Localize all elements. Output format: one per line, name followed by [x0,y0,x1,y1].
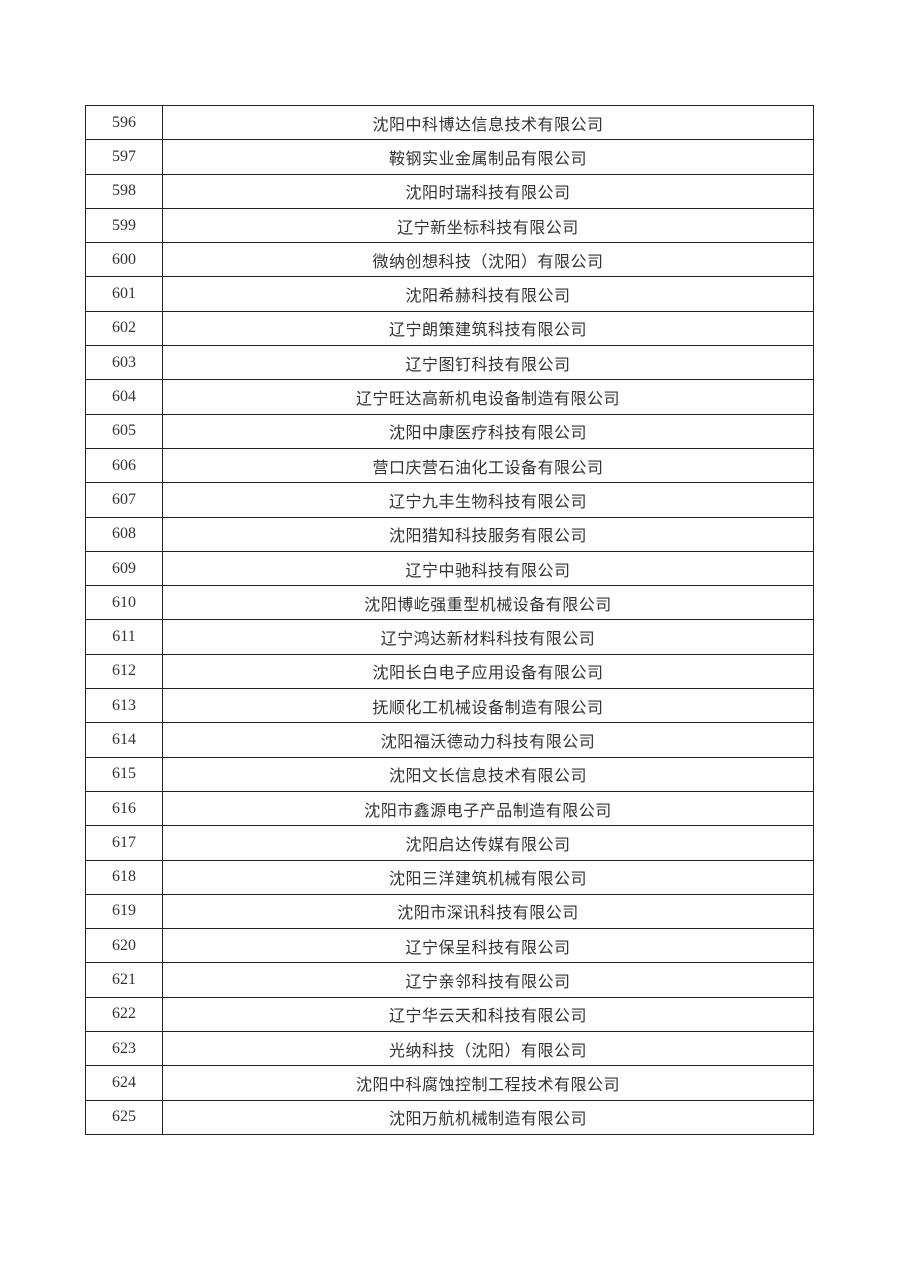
table-row: 624 沈阳中科腐蚀控制工程技术有限公司 [85,1065,814,1101]
row-number: 614 [85,722,163,758]
company-name: 沈阳市鑫源电子产品制造有限公司 [162,790,814,827]
company-name: 沈阳万航机械制造有限公司 [162,1099,814,1135]
row-number: 623 [85,1031,163,1067]
company-name: 辽宁亲邻科技有限公司 [162,962,814,998]
table-row: 610 沈阳博屹强重型机械设备有限公司 [85,585,814,621]
company-name: 辽宁朗策建筑科技有限公司 [162,310,814,347]
table-row: 625 沈阳万航机械制造有限公司 [85,1099,814,1135]
table-row: 623 光纳科技（沈阳）有限公司 [85,1031,814,1067]
company-name: 辽宁中驰科技有限公司 [162,550,814,587]
table-row: 608 沈阳猎知科技服务有限公司 [85,516,814,552]
row-number: 607 [85,482,163,518]
table-row: 597 鞍钢实业金属制品有限公司 [85,139,814,175]
table-row: 606 营口庆营石油化工设备有限公司 [85,447,814,484]
row-number: 608 [85,516,163,552]
company-name: 沈阳猎知科技服务有限公司 [162,516,814,552]
company-name: 辽宁新坐标科技有限公司 [162,207,814,244]
row-number: 597 [85,139,163,175]
company-name: 沈阳长白电子应用设备有限公司 [162,653,814,690]
company-name: 沈阳中科腐蚀控制工程技术有限公司 [162,1065,814,1101]
row-number: 620 [85,928,163,964]
row-number: 606 [85,447,163,484]
table-row: 617 沈阳启达传媒有限公司 [85,825,814,861]
company-name: 沈阳希赫科技有限公司 [162,276,814,312]
table-row: 605 沈阳中康医疗科技有限公司 [85,413,814,449]
table-row: 600 微纳创想科技（沈阳）有限公司 [85,242,814,278]
row-number: 622 [85,996,163,1033]
company-name: 光纳科技（沈阳）有限公司 [162,1031,814,1067]
company-name: 辽宁旺达高新机电设备制造有限公司 [162,379,814,415]
table-body: 596 沈阳中科博达信息技术有限公司 597 鞍钢实业金属制品有限公司 598 沈阳时瑞科… [85,104,814,1135]
company-name: 沈阳时瑞科技有限公司 [162,173,814,209]
row-number: 616 [85,790,163,827]
company-name: 沈阳中科博达信息技术有限公司 [162,104,814,141]
company-name: 辽宁华云天和科技有限公司 [162,996,814,1033]
company-name: 营口庆营石油化工设备有限公司 [162,447,814,484]
company-name: 沈阳中康医疗科技有限公司 [162,413,814,449]
row-number: 619 [85,893,163,930]
row-number: 610 [85,585,163,621]
row-number: 605 [85,413,163,449]
table-row: 614 沈阳福沃德动力科技有限公司 [85,722,814,758]
row-number: 603 [85,345,163,381]
table-row: 621 辽宁亲邻科技有限公司 [85,962,814,998]
table-row: 611 辽宁鸿达新材料科技有限公司 [85,619,814,655]
table-row: 609 辽宁中驰科技有限公司 [85,550,814,587]
company-name: 辽宁保呈科技有限公司 [162,928,814,964]
row-number: 612 [85,653,163,690]
table-row: 613 抚顺化工机械设备制造有限公司 [85,688,814,724]
table-row: 620 辽宁保呈科技有限公司 [85,928,814,964]
company-list-table: 596 沈阳中科博达信息技术有限公司 597 鞍钢实业金属制品有限公司 598 沈阳时瑞科… [85,104,814,1135]
row-number: 600 [85,242,163,278]
table-row: 596 沈阳中科博达信息技术有限公司 [85,104,814,141]
row-number: 599 [85,207,163,244]
table-row: 602 辽宁朗策建筑科技有限公司 [85,310,814,347]
row-number: 598 [85,173,163,209]
company-name: 辽宁图钉科技有限公司 [162,345,814,381]
table-row: 615 沈阳文长信息技术有限公司 [85,756,814,792]
row-number: 602 [85,310,163,347]
table-row: 622 辽宁华云天和科技有限公司 [85,996,814,1033]
company-name: 辽宁九丰生物科技有限公司 [162,482,814,518]
row-number: 609 [85,550,163,587]
row-number: 613 [85,688,163,724]
row-number: 611 [85,619,163,655]
company-name: 沈阳市深讯科技有限公司 [162,893,814,930]
row-number: 625 [85,1099,163,1135]
company-name: 沈阳福沃德动力科技有限公司 [162,722,814,758]
table-row: 601 沈阳希赫科技有限公司 [85,276,814,312]
row-number: 621 [85,962,163,998]
company-name: 微纳创想科技（沈阳）有限公司 [162,242,814,278]
table-row: 612 沈阳长白电子应用设备有限公司 [85,653,814,690]
table-row: 604 辽宁旺达高新机电设备制造有限公司 [85,379,814,415]
company-name: 沈阳文长信息技术有限公司 [162,756,814,792]
table-row: 619 沈阳市深讯科技有限公司 [85,893,814,930]
row-number: 604 [85,379,163,415]
table-row: 616 沈阳市鑫源电子产品制造有限公司 [85,790,814,827]
company-name: 鞍钢实业金属制品有限公司 [162,139,814,175]
company-name: 沈阳三洋建筑机械有限公司 [162,859,814,895]
row-number: 624 [85,1065,163,1101]
table-row: 607 辽宁九丰生物科技有限公司 [85,482,814,518]
row-number: 618 [85,859,163,895]
company-name: 辽宁鸿达新材料科技有限公司 [162,619,814,655]
table-row: 599 辽宁新坐标科技有限公司 [85,207,814,244]
row-number: 615 [85,756,163,792]
table-row: 618 沈阳三洋建筑机械有限公司 [85,859,814,895]
table-row: 598 沈阳时瑞科技有限公司 [85,173,814,209]
table-row: 603 辽宁图钉科技有限公司 [85,345,814,381]
row-number: 601 [85,276,163,312]
company-name: 沈阳启达传媒有限公司 [162,825,814,861]
company-name: 沈阳博屹强重型机械设备有限公司 [162,585,814,621]
row-number: 596 [85,104,163,141]
company-name: 抚顺化工机械设备制造有限公司 [162,688,814,724]
row-number: 617 [85,825,163,861]
